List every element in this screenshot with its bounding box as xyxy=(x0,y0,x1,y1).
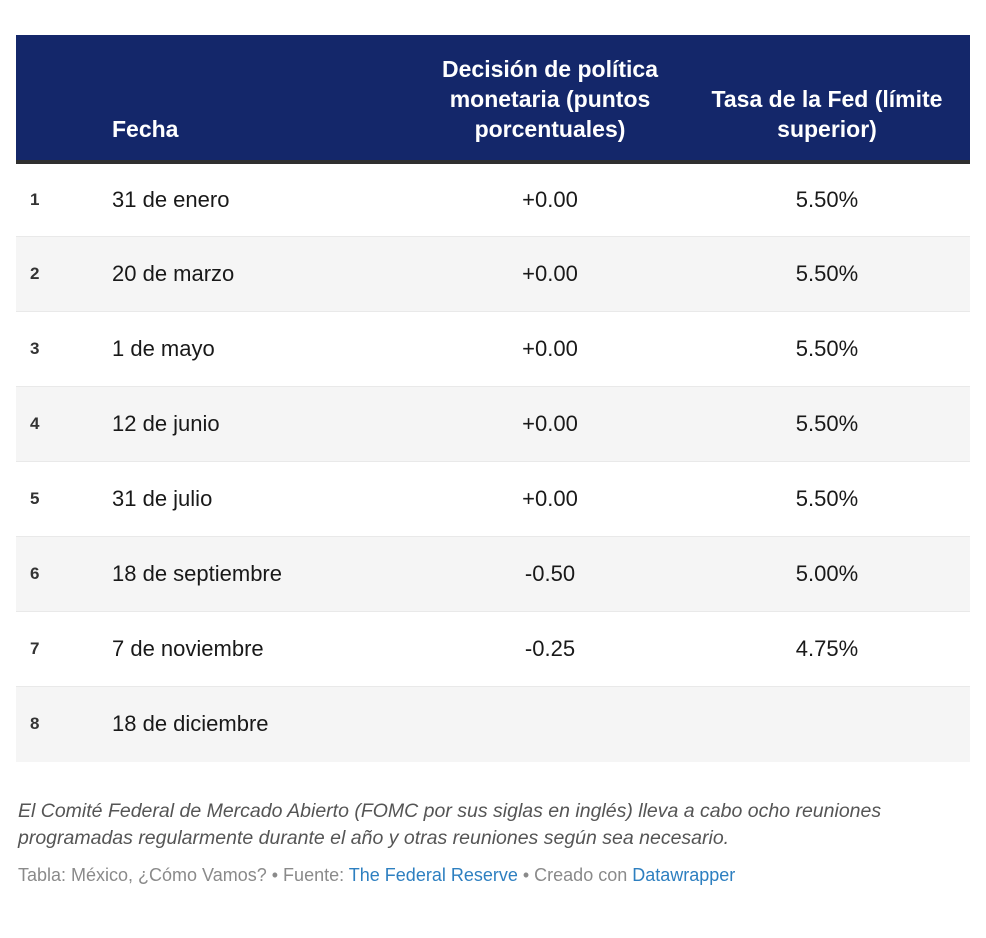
table-row: 3 1 de mayo +0.00 5.50% xyxy=(16,311,970,387)
table-footnote: El Comité Federal de Mercado Abierto (FO… xyxy=(18,799,882,850)
fomc-decisions-table: Fecha Decisión de política monetaria (pu… xyxy=(16,35,970,762)
header-decision: Decisión de política monetaria (puntos p… xyxy=(416,35,684,164)
header-fecha: Fecha xyxy=(112,35,416,164)
table-row: 4 12 de junio +0.00 5.50% xyxy=(16,386,970,462)
table-row: 7 7 de noviembre -0.25 4.75% xyxy=(16,611,970,687)
cell-decision: -0.25 xyxy=(416,611,684,687)
cell-tasa: 5.50% xyxy=(795,186,859,212)
cell-decision: -0.50 xyxy=(416,536,684,612)
cell-fecha: 31 de julio xyxy=(112,461,416,537)
cell-tasa: 5.50% xyxy=(684,311,970,387)
table-body: 1 31 de enero +0.00 5.50% 2 20 de marzo … xyxy=(16,162,970,762)
row-number: 3 xyxy=(16,311,112,387)
attribution-middle: • Creado con xyxy=(517,865,633,886)
cell-fecha: 1 de mayo xyxy=(112,311,416,387)
cell-tasa: 4.75% xyxy=(684,611,970,687)
row-number: 4 xyxy=(16,386,112,462)
row-number: 8 xyxy=(16,686,112,762)
attribution-prefix: Tabla: México, ¿Cómo Vamos? • Fuente: xyxy=(18,865,349,886)
cell-decision xyxy=(416,686,684,762)
table-row: 1 31 de enero +0.00 5.50% xyxy=(16,162,970,237)
cell-fecha: 18 de diciembre xyxy=(112,686,416,762)
table-row: 6 18 de septiembre -0.50 5.00% xyxy=(16,536,970,612)
cell-decision: +0.00 xyxy=(522,186,578,212)
cell-tasa: 5.50% xyxy=(684,236,970,312)
table-row: 2 20 de marzo +0.00 5.50% xyxy=(16,236,970,312)
cell-tasa: 5.00% xyxy=(684,536,970,612)
source-link[interactable]: The Federal Reserve xyxy=(348,865,518,886)
table-header: Fecha Decisión de política monetaria (pu… xyxy=(16,35,970,164)
cell-fecha: 7 de noviembre xyxy=(112,611,416,687)
row-number: 5 xyxy=(16,461,112,537)
header-tasa: Tasa de la Fed (límite superior) xyxy=(684,35,970,164)
cell-tasa xyxy=(684,686,970,762)
cell-decision: +0.00 xyxy=(416,236,684,312)
cell-fecha: 20 de marzo xyxy=(112,236,416,312)
datawrapper-table-embed: Fecha Decisión de política monetaria (pu… xyxy=(16,35,970,888)
row-number: 6 xyxy=(16,536,112,612)
cell-fecha: 31 de enero xyxy=(112,186,230,212)
cell-decision: +0.00 xyxy=(416,461,684,537)
row-number: 2 xyxy=(16,236,112,312)
cell-tasa: 5.50% xyxy=(684,461,970,537)
row-number: 7 xyxy=(16,611,112,687)
table-row: 5 31 de julio +0.00 5.50% xyxy=(16,461,970,537)
datawrapper-credit-link[interactable]: Datawrapper xyxy=(632,865,736,886)
row-number: 1 xyxy=(30,189,40,209)
cell-fecha: 18 de septiembre xyxy=(112,536,416,612)
attribution-line: Tabla: México, ¿Cómo Vamos? • Fuente: Th… xyxy=(18,863,970,888)
header-row-number xyxy=(16,35,112,164)
cell-decision: +0.00 xyxy=(416,311,684,387)
table-row: 8 18 de diciembre xyxy=(16,686,970,762)
cell-decision: +0.00 xyxy=(416,386,684,462)
cell-fecha: 12 de junio xyxy=(112,386,416,462)
header-row: Fecha Decisión de política monetaria (pu… xyxy=(16,35,970,164)
cell-tasa: 5.50% xyxy=(684,386,970,462)
